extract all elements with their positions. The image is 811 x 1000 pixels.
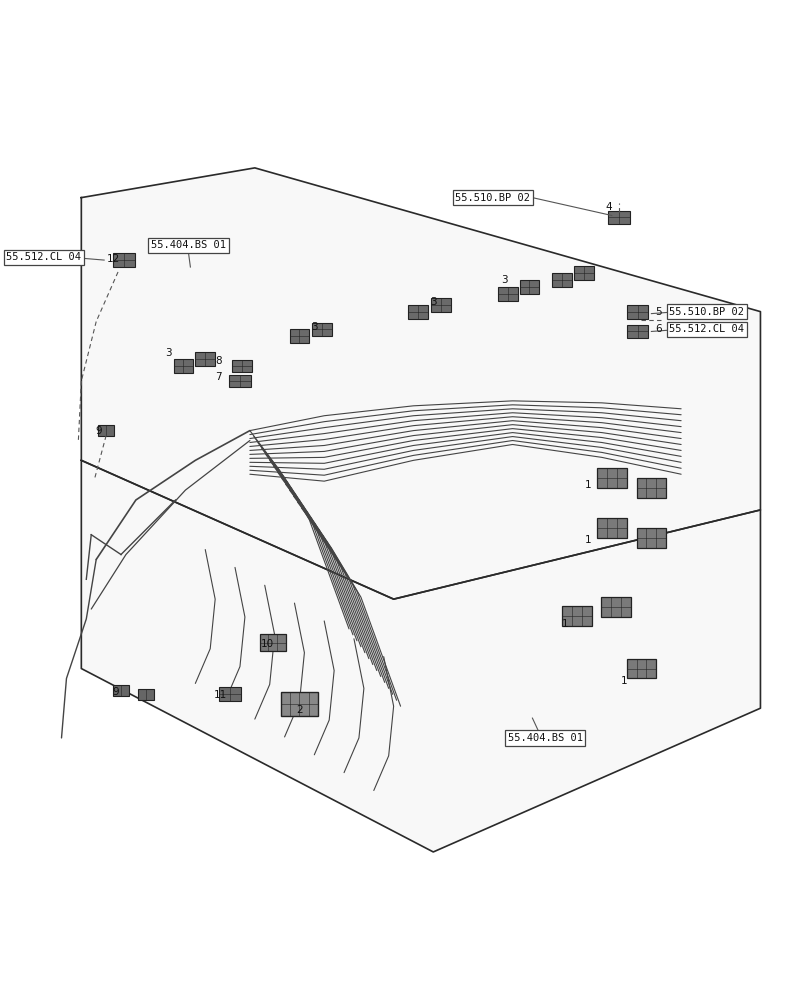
Text: 55.512.CL 04: 55.512.CL 04 [6, 252, 81, 262]
FancyBboxPatch shape [232, 360, 251, 372]
Text: 5: 5 [654, 307, 661, 317]
Text: 1: 1 [620, 676, 626, 686]
FancyBboxPatch shape [408, 305, 427, 319]
FancyBboxPatch shape [626, 305, 648, 319]
FancyBboxPatch shape [431, 298, 451, 312]
Text: 55.510.BP 02: 55.510.BP 02 [668, 307, 744, 317]
FancyBboxPatch shape [551, 273, 572, 287]
FancyBboxPatch shape [626, 659, 655, 678]
Text: 55.404.BS 01: 55.404.BS 01 [507, 733, 582, 743]
Text: 3: 3 [311, 322, 317, 332]
FancyBboxPatch shape [219, 687, 241, 701]
Text: 55.510.BP 02: 55.510.BP 02 [455, 193, 530, 203]
Text: 4: 4 [605, 202, 611, 212]
Polygon shape [81, 460, 760, 852]
FancyBboxPatch shape [573, 266, 593, 280]
Text: 7: 7 [215, 372, 221, 382]
Text: 3: 3 [500, 275, 508, 285]
FancyBboxPatch shape [174, 359, 193, 373]
Text: 55.404.BS 01: 55.404.BS 01 [151, 240, 225, 250]
Text: 6: 6 [654, 324, 661, 334]
Polygon shape [81, 168, 760, 599]
FancyBboxPatch shape [138, 689, 153, 700]
FancyBboxPatch shape [113, 685, 129, 696]
Text: 8: 8 [215, 356, 221, 366]
FancyBboxPatch shape [519, 280, 539, 294]
FancyBboxPatch shape [113, 253, 135, 267]
FancyBboxPatch shape [281, 692, 318, 716]
FancyBboxPatch shape [636, 478, 666, 498]
Text: 1: 1 [584, 535, 590, 545]
Text: 1: 1 [584, 480, 590, 490]
Text: 9: 9 [113, 687, 119, 697]
FancyBboxPatch shape [195, 352, 215, 366]
FancyBboxPatch shape [229, 375, 251, 387]
FancyBboxPatch shape [636, 528, 666, 548]
FancyBboxPatch shape [312, 323, 332, 336]
Text: 3: 3 [430, 297, 436, 307]
Text: 10: 10 [261, 639, 274, 649]
Text: 3: 3 [165, 348, 172, 358]
FancyBboxPatch shape [260, 634, 285, 651]
FancyBboxPatch shape [98, 425, 114, 436]
FancyBboxPatch shape [600, 597, 630, 617]
FancyBboxPatch shape [290, 329, 309, 343]
Text: 12: 12 [106, 254, 119, 264]
Text: 11: 11 [213, 690, 226, 700]
FancyBboxPatch shape [497, 287, 517, 301]
FancyBboxPatch shape [596, 518, 626, 538]
Text: 2: 2 [296, 705, 303, 715]
FancyBboxPatch shape [596, 468, 626, 488]
FancyBboxPatch shape [626, 325, 648, 338]
Text: 9: 9 [96, 426, 102, 436]
FancyBboxPatch shape [607, 211, 629, 224]
Text: 1: 1 [561, 619, 568, 629]
FancyBboxPatch shape [561, 606, 591, 626]
Text: 55.512.CL 04: 55.512.CL 04 [668, 324, 744, 334]
